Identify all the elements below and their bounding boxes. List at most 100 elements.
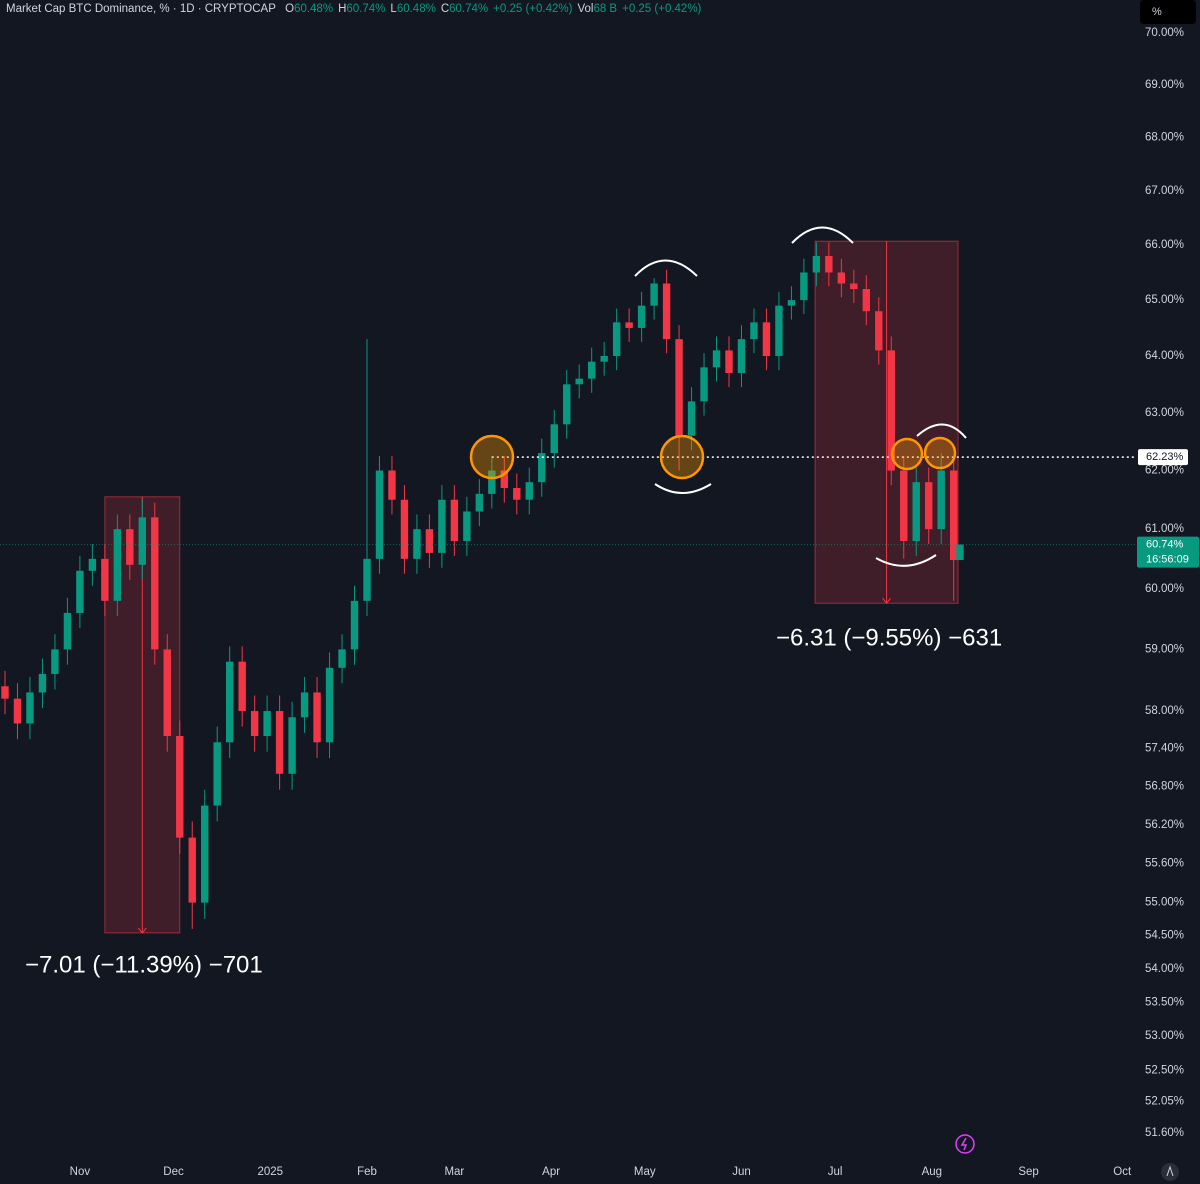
candle-body [101, 558, 109, 601]
candle-body [900, 470, 908, 542]
y-tick-label: 66.00% [1145, 239, 1184, 251]
candles [1, 242, 964, 929]
y-tick-label: 56.80% [1145, 780, 1184, 792]
candle-body [275, 711, 284, 774]
x-tick-label: Nov [70, 1166, 91, 1178]
candle-body [325, 667, 334, 743]
candle-body [151, 517, 159, 650]
y-tick-label: 69.00% [1145, 79, 1184, 91]
y-tick-label: 58.00% [1145, 705, 1184, 717]
measure-label: −6.31 (−9.55%) −631 [776, 624, 1002, 651]
candle-body [388, 470, 396, 500]
x-tick-label: Sep [1018, 1166, 1038, 1178]
candle-body [126, 529, 134, 565]
candle-body [88, 558, 97, 571]
candle-body [600, 356, 608, 362]
x-tick-label: Jun [732, 1166, 751, 1178]
candle-body [113, 529, 122, 601]
hline-price-box [1138, 449, 1188, 466]
candle-body [550, 424, 558, 454]
y-tick-label: 64.00% [1145, 350, 1184, 362]
x-tick-label: Feb [357, 1166, 377, 1178]
circle-marker [469, 434, 515, 480]
candle-body [787, 300, 796, 306]
candle-body [51, 649, 59, 674]
candle-body [250, 711, 259, 737]
candle-body [837, 272, 846, 284]
candle-body [625, 322, 633, 328]
y-tick-label: 60.00% [1145, 583, 1184, 595]
candle-body [300, 692, 309, 718]
y-tick-label: 59.00% [1145, 643, 1184, 655]
candle-body [313, 692, 321, 743]
title: Market Cap BTC Dominance, % · 1D · CRYPT… [6, 3, 276, 15]
candle-body [188, 837, 196, 903]
y-tick-label: 51.60% [1145, 1127, 1184, 1139]
arc [916, 423, 967, 439]
y-tick-label: 53.50% [1145, 996, 1184, 1008]
candle-body [475, 493, 484, 512]
candle-body [413, 529, 421, 559]
candle-body [288, 717, 296, 774]
countdown-label: 16:56:09 [1146, 553, 1189, 565]
header: Market Cap BTC Dominance, % · 1D · CRYPT… [6, 3, 706, 15]
candle-body [563, 384, 571, 425]
x-tick-label: Aug [922, 1166, 942, 1178]
candle-body [637, 305, 646, 328]
candle-body [500, 470, 509, 489]
candle-body [176, 736, 184, 838]
candle-body [587, 361, 596, 379]
y-tick-label: 52.05% [1145, 1095, 1184, 1107]
legend-value: 60.74% [449, 3, 489, 15]
legend-value: 60.48% [294, 3, 334, 15]
candle-body [225, 661, 234, 743]
y-tick-label: 55.60% [1145, 858, 1184, 870]
legend-label: Vol [577, 3, 594, 15]
x-tick-label: May [634, 1166, 656, 1178]
y-tick-label: 52.50% [1145, 1064, 1184, 1076]
candle-body [238, 661, 246, 712]
candle-body [925, 482, 933, 530]
candle-body [213, 742, 221, 806]
candle-body [775, 305, 783, 357]
candle-body [425, 529, 434, 553]
x-tick-label: 2025 [257, 1166, 283, 1178]
auto-button[interactable] [1161, 1163, 1179, 1181]
candle-body [338, 649, 346, 668]
y-tick-label: 62.00% [1145, 465, 1184, 477]
candle-body [350, 600, 359, 650]
candle-body [825, 255, 833, 273]
legend-label: L [390, 3, 397, 15]
candle-body [13, 698, 22, 724]
x-tick-label: Apr [542, 1166, 560, 1178]
auto-icon [1166, 1165, 1174, 1177]
alert-icon[interactable] [955, 1134, 975, 1154]
candle-body [263, 711, 271, 737]
candle-body [812, 255, 821, 273]
candle-body [800, 272, 808, 301]
candle-body [887, 350, 895, 471]
candle-body [912, 482, 920, 542]
candle-body [687, 401, 696, 436]
y-tick-label: 53.00% [1145, 1030, 1184, 1042]
candle-body [525, 482, 533, 500]
candle-body [438, 499, 446, 553]
circle-marker [890, 437, 924, 471]
legend-value: +0.25 (+0.42%) [493, 3, 573, 15]
candle-body [375, 470, 384, 559]
candle-body [463, 511, 471, 542]
y-tick-label: 68.00% [1145, 131, 1184, 143]
candle-body [363, 558, 371, 601]
candle-body [612, 322, 621, 357]
candle-body [538, 453, 546, 483]
candle-body [400, 499, 409, 559]
x-tick-label: Mar [444, 1166, 464, 1178]
y-tick-label: 65.00% [1145, 294, 1184, 306]
arc [654, 483, 712, 494]
alert-icon-bolt [960, 1137, 968, 1151]
y-tick-label: 55.00% [1145, 897, 1184, 909]
candle-body [875, 311, 883, 351]
scale-button[interactable]: % [1140, 0, 1196, 24]
